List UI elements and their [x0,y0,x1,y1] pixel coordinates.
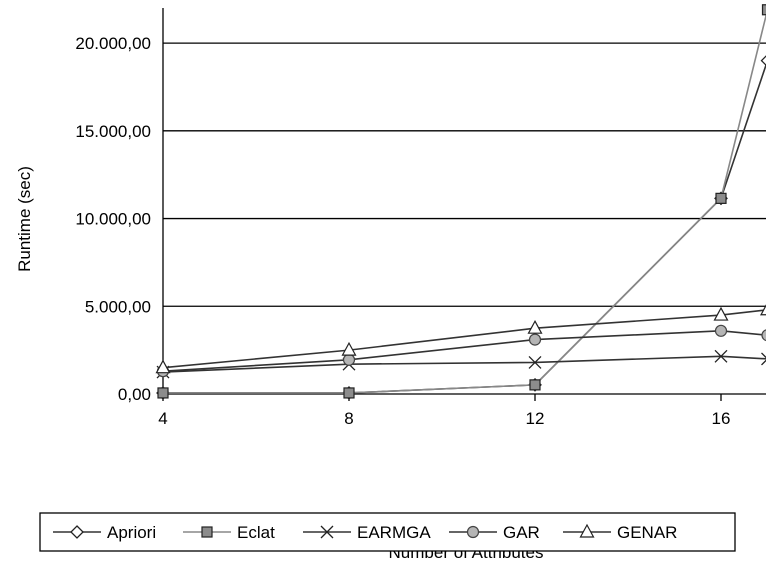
series-genar [157,303,766,373]
data-point-gar [530,334,541,345]
y-tick-label: 5.000,00 [85,297,151,316]
data-point-eclat [344,388,354,398]
series-lines [157,5,766,399]
data-point-gar [762,330,766,341]
legend-label-gar: GAR [503,523,540,542]
x-tick-label: 8 [344,409,353,428]
legend-label-eclat: Eclat [237,523,275,542]
data-point-gar [344,354,355,365]
data-point-gar [716,325,727,336]
data-point-eclat [530,380,540,390]
data-point-eclat [763,5,766,15]
legend-marker-eclat [202,527,212,537]
series-earmga [157,350,766,378]
legend-label-apriori: Apriori [107,523,156,542]
legend-label-earmga: EARMGA [357,523,431,542]
y-tick-label: 20.000,00 [75,34,151,53]
data-point-apriori [762,55,766,67]
series-line-apriori [163,61,766,393]
legend-label-genar: GENAR [617,523,677,542]
data-point-genar [761,303,766,315]
y-tick-label: 15.000,00 [75,122,151,141]
series-line-eclat [163,10,766,393]
x-tick-label: 16 [712,409,731,428]
legend-marker-gar [468,527,479,538]
series-line-genar [163,310,766,368]
legend: Apriori Eclat EARMGA GAR GENAR [40,513,735,551]
data-point-eclat [158,388,168,398]
series-eclat [158,5,766,398]
data-point-eclat [716,193,726,203]
x-tick-label: 4 [158,409,167,428]
y-axis-title: Runtime (sec) [15,166,34,272]
x-tick-label: 12 [526,409,545,428]
gridlines [163,43,766,394]
y-tick-label: 0,00 [118,385,151,404]
y-tick-label: 10.000,00 [75,210,151,229]
